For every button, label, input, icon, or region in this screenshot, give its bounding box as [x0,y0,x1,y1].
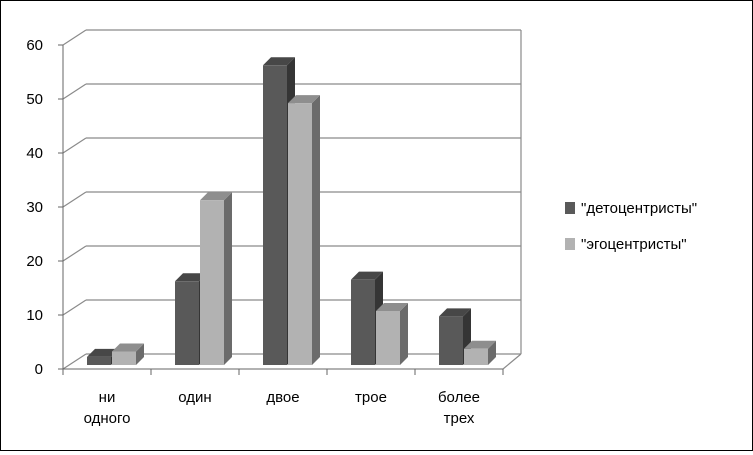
bar [112,343,144,365]
bar-series-group [87,57,496,366]
bar-top [263,57,295,66]
bar-front [376,311,400,365]
bar [464,340,496,365]
gridline-connector [62,353,87,370]
gridline-connector [62,83,87,100]
bar-front [112,351,136,365]
bar-side [312,95,320,365]
bar-front [288,103,312,365]
bar-side [136,343,144,365]
bar-top [376,303,408,311]
x-tick-label: один [178,389,211,406]
bar [376,303,408,365]
x-axis: ни одного один двое трое более трех [62,353,522,427]
bar-front [263,65,287,366]
gridline-connector [62,191,87,208]
y-tick-label: 20 [26,253,43,270]
gridline-connector [62,299,87,316]
bar-side [224,192,232,365]
y-tick-label: 40 [26,145,43,162]
bar-top [351,271,383,280]
bar-top [175,273,207,282]
x-tick-label: ни одного [84,389,131,427]
bar [200,192,232,365]
y-tick-label: 30 [26,199,43,216]
bar-side [488,340,496,365]
bar-front [200,200,224,365]
bar-front [439,316,463,365]
y-tick-label: 0 [35,361,43,378]
bar-front [464,348,488,365]
legend-swatch [565,238,575,250]
y-axis: 0 10 20 30 40 50 60 [26,37,64,378]
bar-front [175,281,199,365]
x-tick-label: более трех [438,389,480,427]
gridline-connector [62,137,87,154]
bar [288,95,320,365]
bar-top [200,192,232,201]
y-tick-label: 50 [26,91,43,108]
legend-label: "эгоцентристы" [581,236,687,253]
bar-side [400,303,408,365]
gridline-connector [62,245,87,262]
bar-top [87,348,119,357]
gridline-connector [62,29,87,46]
bar-top [112,343,144,352]
bar-top [439,308,471,317]
bar-front [87,356,111,365]
chart-legend: "детоцентристы" "эгоцентристы" [565,200,697,253]
bar-top [288,95,320,104]
y-tick-label: 10 [26,307,43,324]
bar-front [351,279,375,365]
legend-swatch [565,202,575,214]
x-tick-label: двое [266,389,299,406]
x-tick-label: трое [355,389,387,406]
floor-edge [502,353,522,370]
bar-top [464,340,496,349]
legend-label: "детоцентристы" [581,200,697,217]
y-tick-label: 60 [26,37,43,54]
